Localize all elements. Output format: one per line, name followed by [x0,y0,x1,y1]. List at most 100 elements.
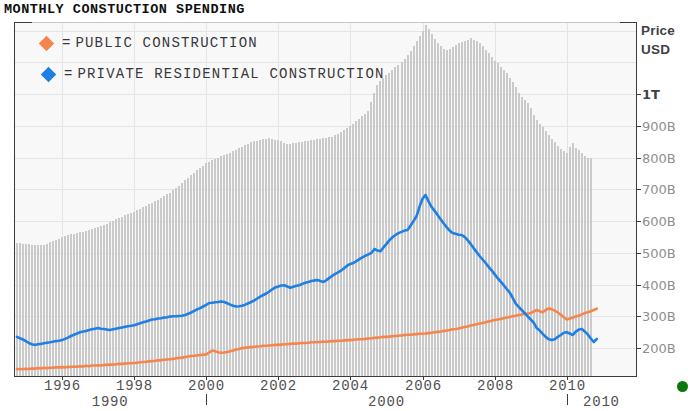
monthly-bar [364,114,366,376]
legend-item-label: PUBLIC CONSTRUCTION [75,35,257,51]
monthly-bar [46,244,48,376]
monthly-bar [19,243,21,376]
monthly-bar [355,121,357,376]
y-tick-label: 900B [642,119,676,134]
monthly-bar [325,138,327,376]
public-series-diamond-icon [39,35,55,51]
monthly-bar [145,206,147,377]
monthly-bar [34,245,36,376]
monthly-bar [515,87,517,376]
private-series-diamond-icon [41,66,57,82]
monthly-bar [391,70,393,376]
monthly-bar [142,207,144,376]
monthly-bar [148,204,150,376]
monthly-bar [271,139,273,377]
right-axis-title-line1: Price [641,21,675,40]
monthly-bar [124,215,126,376]
monthly-bar [488,53,490,376]
monthly-bar [229,153,231,377]
monthly-bar [151,203,153,376]
monthly-bar [289,144,291,376]
monthly-bar [247,144,249,376]
monthly-bar [491,57,493,376]
monthly-bar [413,46,415,376]
monthly-bar [379,81,381,376]
monthly-bar [449,49,451,376]
monthly-bar [235,150,237,376]
monthly-bar [382,78,384,376]
monthly-bar [557,146,559,377]
monthly-bar [476,41,478,376]
monthly-bar [443,49,445,376]
monthly-bar [199,168,201,376]
monthly-bar [479,43,481,376]
monthly-bar [157,200,159,376]
monthly-bar [485,50,487,376]
monthly-bar [283,143,285,376]
y-tick-label: 1T [642,87,660,102]
monthly-bar [361,116,363,376]
monthly-bar [250,142,252,376]
monthly-bar [373,93,375,376]
x-tick-label: 1996 [44,378,81,394]
monthly-bar [286,144,288,376]
monthly-bar [542,127,544,376]
monthly-bar [226,154,228,376]
monthly-bar [292,143,294,376]
monthly-bar [509,78,511,376]
monthly-bar [554,142,556,376]
monthly-bar [458,43,460,376]
monthly-bar [118,218,120,376]
monthly-bar [223,155,225,376]
monthly-bar [40,245,42,376]
monthly-bar [214,159,216,376]
monthly-bar [208,162,210,376]
monthly-bar [196,170,198,376]
monthly-bar [422,31,424,376]
monthly-bar [349,126,351,376]
y-tick-label: 500B [642,246,676,261]
monthly-bar [82,232,84,377]
monthly-bar [121,217,123,376]
monthly-bar [397,65,399,377]
monthly-bar [166,194,168,376]
monthly-bar [407,55,409,376]
right-axis-title-line2: USD [641,40,675,59]
monthly-bar [518,93,520,377]
monthly-bar [434,39,436,377]
monthly-bar [241,147,243,377]
monthly-bar [521,97,523,376]
monthly-bar [385,75,387,376]
monthly-bar [88,230,90,376]
monthly-bar [130,213,132,376]
monthly-bar [187,178,189,376]
monthly-bar [160,198,162,376]
monthly-bar [70,234,72,376]
monthly-bar [184,180,186,376]
monthly-bar [64,236,66,376]
monthly-bar [268,138,270,376]
y-axis: 1T900B800B700B600B500B400B300B200B [637,87,676,356]
monthly-bar [190,175,192,376]
monthly-bar [91,229,93,376]
monthly-bar [79,232,81,376]
monthly-bar [394,67,396,376]
x-tick-label: 2004 [332,378,369,394]
monthly-bar [31,245,33,376]
monthly-bar [298,142,300,376]
monthly-bar [178,186,180,377]
monthly-bar [376,85,378,377]
monthly-bar [440,46,442,376]
monthly-bar [193,173,195,376]
y-tick-label: 300B [642,309,676,324]
x-tick-label: 2000 [188,378,225,394]
monthly-bar [524,100,526,376]
monthly-bar [175,188,177,376]
monthly-bar [163,196,165,376]
monthly-bar [220,156,222,376]
monthly-bar [238,148,240,376]
legend-equals: = [64,66,72,82]
x-tick-label: 2010 [549,378,586,394]
monthly-bar [232,151,234,376]
monthly-bar [37,245,39,376]
